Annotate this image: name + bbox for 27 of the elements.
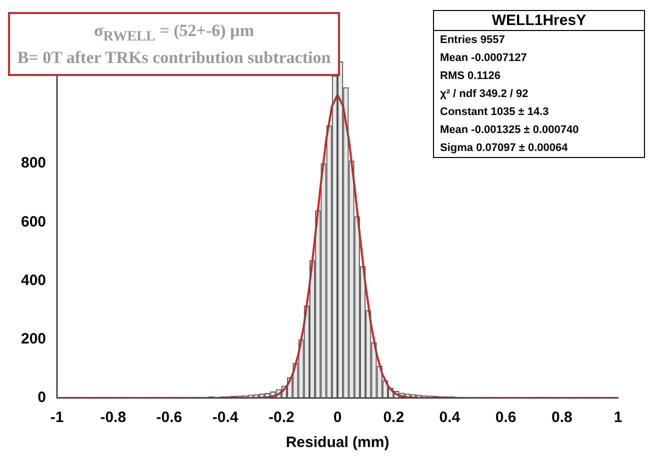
x-tick-label: 1 [614,409,622,426]
x-tick-label: -1 [50,409,64,426]
y-tick-label: 200 [20,330,46,348]
annotation: Mean -0.001325 ± 0.000740 [439,123,580,138]
annotation: Mean -0.0007127 [439,51,528,66]
annotation: B= 0T after TRKs contribution subtraction [16,47,332,68]
annotation: RMS 0.1126 [439,69,502,84]
x-tick-label: -0.4 [212,409,239,426]
x-tick-label: 0.2 [383,409,404,426]
text: WELL1HresY [492,12,586,29]
x-tick-label: 0.6 [495,409,516,426]
y-tick-label: 0 [38,389,46,406]
x-axis-title: Residual (mm) [286,434,390,452]
annotation: χ² / ndf 349.2 / 92 [439,87,530,102]
text-box: σ$_{RWELL}$ = (52+-6) µm B= 0T after TRKs contribution subtraction [8,12,340,76]
x-tick-label: 0.4 [439,409,461,426]
annotation: Constant 1035 ± 14.3 [439,105,550,120]
x-tick-label: -0.6 [156,409,182,426]
x-tick-label: -0.2 [268,409,294,426]
x-tick-label: -0.8 [100,409,126,426]
x-tick-label: 0.8 [551,409,572,426]
y-tick-label: 400 [20,272,46,289]
y-tick-label: 800 [20,154,46,172]
x-tick-label: 0 [333,409,342,426]
y-tick-label: 600 [20,213,46,230]
text: Entries 9557 [440,34,505,46]
annotation: Sigma 0.07097 ± 0.00064 [439,141,569,156]
